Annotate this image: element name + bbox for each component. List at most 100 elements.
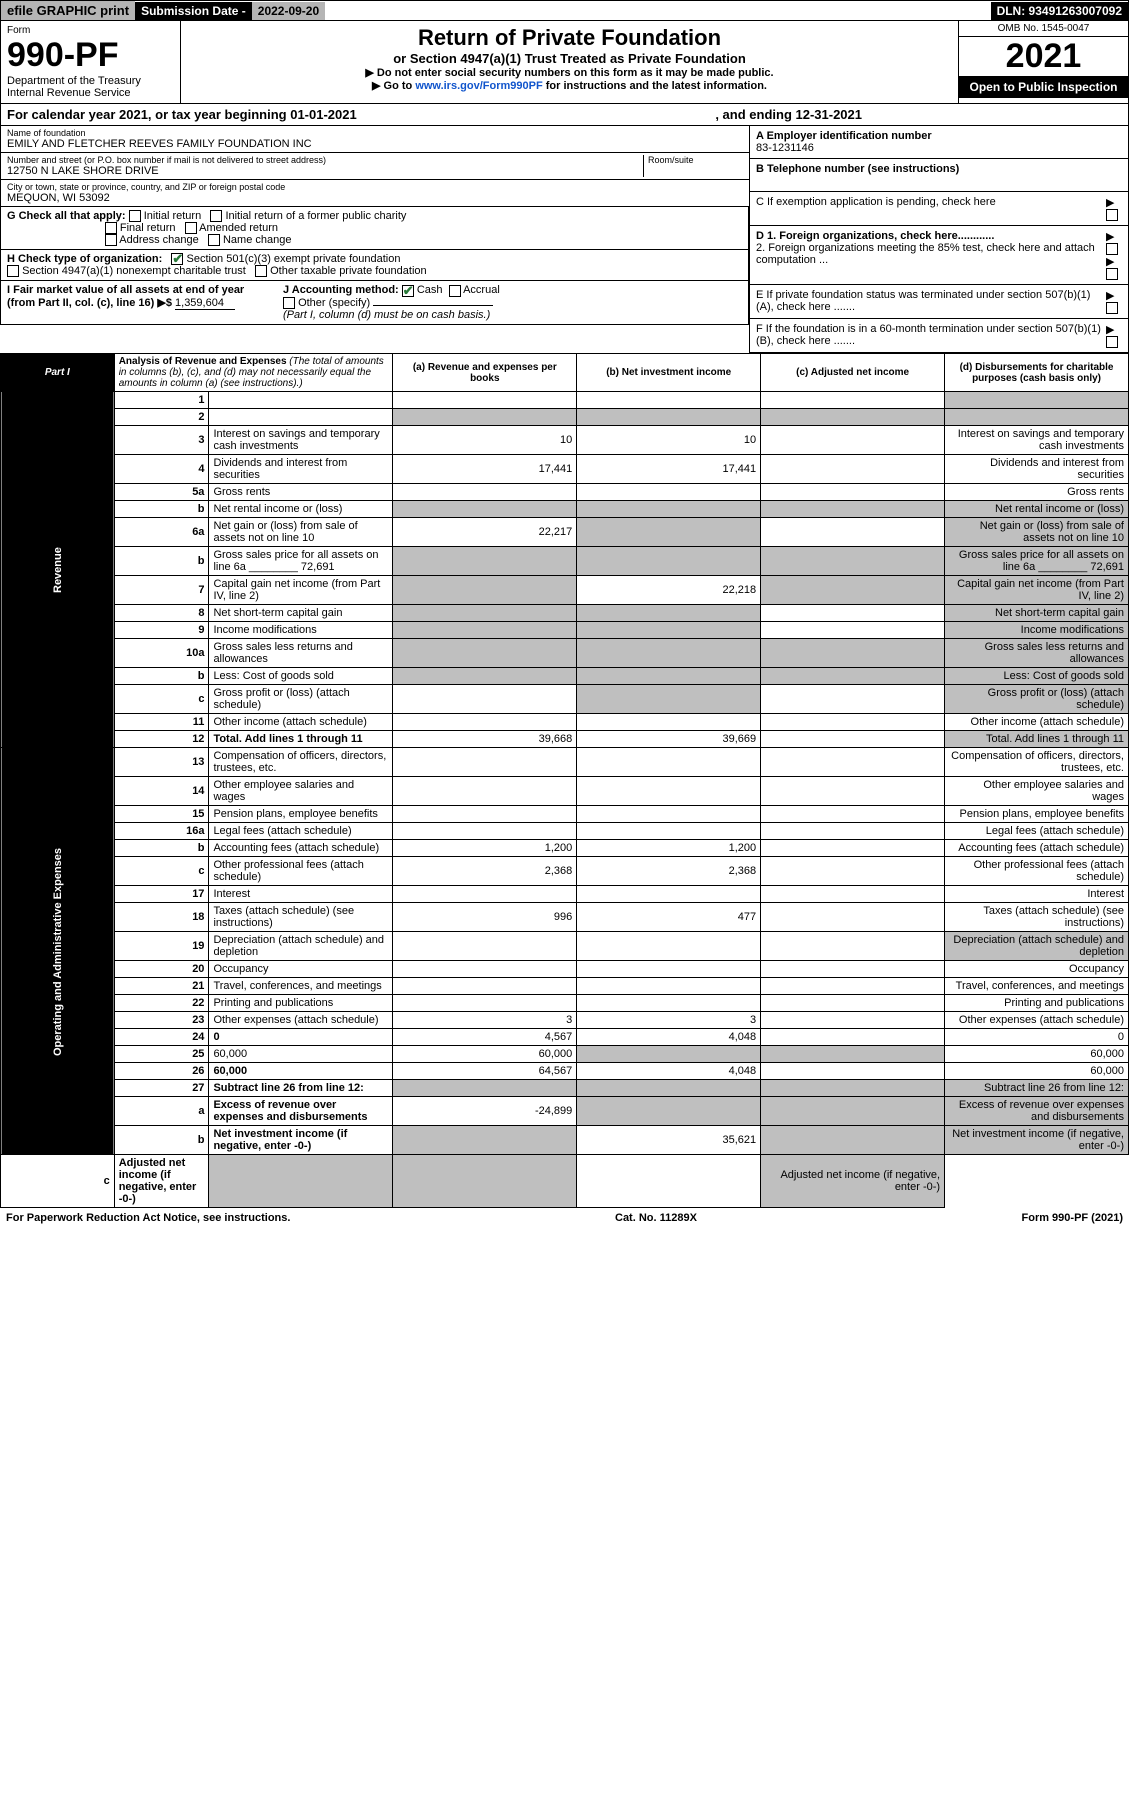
section-g: G Check all that apply: Initial return I… [0,207,749,250]
table-row: 20OccupancyOccupancy [1,961,1129,978]
table-row: aExcess of revenue over expenses and dis… [1,1097,1129,1126]
table-row: 23Other expenses (attach schedule)33Othe… [1,1012,1129,1029]
cb-name[interactable] [208,234,220,246]
ein-value: 83-1231146 [756,142,814,154]
table-row: 22Printing and publicationsPrinting and … [1,995,1129,1012]
footer-form: Form 990-PF (2021) [1022,1212,1123,1224]
table-row: bLess: Cost of goods soldLess: Cost of g… [1,668,1129,685]
table-row: 3Interest on savings and temporary cash … [1,426,1129,455]
cb-initial[interactable] [129,210,141,222]
cb-d1[interactable] [1106,243,1118,255]
e-text: E If private foundation status was termi… [756,289,1106,314]
table-row: 6aNet gain or (loss) from sale of assets… [1,518,1129,547]
city-label: City or town, state or province, country… [7,182,743,192]
table-row: 14Other employee salaries and wagesOther… [1,777,1129,806]
table-row: 11Other income (attach schedule)Other in… [1,714,1129,731]
cb-amended[interactable] [185,222,197,234]
side-revenue: Revenue [1,392,115,748]
table-row: bAccounting fees (attach schedule)1,2001… [1,840,1129,857]
table-row: bNet rental income or (loss)Net rental i… [1,501,1129,518]
note-ssn: ▶ Do not enter social security numbers o… [191,66,948,79]
table-row: 2560,00060,00060,000 [1,1046,1129,1063]
section-h: H Check type of organization: Section 50… [0,250,749,281]
table-row: 4Dividends and interest from securities1… [1,455,1129,484]
ein-label: A Employer identification number [756,130,932,142]
form-header: Form 990-PF Department of the Treasury I… [0,21,1129,104]
table-row: 9Income modificationsIncome modification… [1,622,1129,639]
d1-text: D 1. Foreign organizations, check here..… [756,230,994,242]
col-d: (d) Disbursements for charitable purpose… [945,354,1129,392]
form-number: 990-PF [7,36,174,75]
part1-label: Part I [1,354,115,392]
subdate-label: Submission Date - [135,2,252,20]
table-row: cGross profit or (loss) (attach schedule… [1,685,1129,714]
table-row: 2404,5674,0480 [1,1029,1129,1046]
tax-year: 2021 [959,37,1128,76]
section-ij: I Fair market value of all assets at end… [0,281,749,324]
form-subtitle: or Section 4947(a)(1) Trust Treated as P… [191,51,948,66]
cb-initial-former[interactable] [210,210,222,222]
table-row: 15Pension plans, employee benefitsPensio… [1,806,1129,823]
cb-cash[interactable] [402,285,414,297]
cb-final[interactable] [105,222,117,234]
open-inspection: Open to Public Inspection [959,76,1128,98]
table-row: 2660,00064,5674,04860,000 [1,1063,1129,1080]
table-row: 19Depreciation (attach schedule) and dep… [1,932,1129,961]
cb-501c3[interactable] [171,253,183,265]
dln: DLN: 93491263007092 [991,2,1128,20]
foundation-name: EMILY AND FLETCHER REEVES FAMILY FOUNDAT… [7,138,743,150]
table-row: 7Capital gain net income (from Part IV, … [1,576,1129,605]
footer-cat: Cat. No. 11289X [615,1212,697,1224]
fmv-value: 1,359,604 [175,297,235,310]
cb-d2[interactable] [1106,268,1118,280]
tel-label: B Telephone number (see instructions) [756,163,959,175]
cb-other-tax[interactable] [255,265,267,277]
table-row: cAdjusted net income (if negative, enter… [1,1155,1129,1208]
dept: Department of the Treasury [7,75,174,87]
table-row: Revenue1 [1,392,1129,409]
table-row: 27Subtract line 26 from line 12:Subtract… [1,1080,1129,1097]
f-text: F If the foundation is in a 60-month ter… [756,323,1106,348]
tax-year-line: For calendar year 2021, or tax year begi… [0,104,1129,126]
table-row: 21Travel, conferences, and meetingsTrave… [1,978,1129,995]
table-row: Operating and Administrative Expenses13C… [1,748,1129,777]
table-row: 12Total. Add lines 1 through 1139,66839,… [1,731,1129,748]
note-link: ▶ Go to www.irs.gov/Form990PF for instru… [191,79,948,92]
col-a: (a) Revenue and expenses per books [393,354,577,392]
table-row: 5aGross rentsGross rents [1,484,1129,501]
cb-f[interactable] [1106,336,1118,348]
cb-other-acct[interactable] [283,297,295,309]
cb-address[interactable] [105,234,117,246]
col-b: (b) Net investment income [577,354,761,392]
irs-link[interactable]: www.irs.gov/Form990PF [415,80,542,92]
table-row: 8Net short-term capital gainNet short-te… [1,605,1129,622]
col-c: (c) Adjusted net income [761,354,945,392]
top-bar: efile GRAPHIC print Submission Date - 20… [0,0,1129,21]
form-title: Return of Private Foundation [191,25,948,51]
part1-table: Part I Analysis of Revenue and Expenses … [0,353,1129,1208]
table-row: 18Taxes (attach schedule) (see instructi… [1,903,1129,932]
addr-label: Number and street (or P.O. box number if… [7,155,643,165]
cb-accrual[interactable] [449,285,461,297]
c-text: C If exemption application is pending, c… [756,196,1106,221]
page-footer: For Paperwork Reduction Act Notice, see … [0,1208,1129,1228]
d2-text: 2. Foreign organizations meeting the 85%… [756,242,1095,266]
name-label: Name of foundation [7,128,743,138]
omb-number: OMB No. 1545-0047 [959,21,1128,37]
subdate-value: 2022-09-20 [252,2,325,20]
footer-left: For Paperwork Reduction Act Notice, see … [6,1212,290,1224]
side-expenses: Operating and Administrative Expenses [1,748,115,1155]
table-row: 10aGross sales less returns and allowanc… [1,639,1129,668]
irs: Internal Revenue Service [7,87,174,99]
table-row: bNet investment income (if negative, ent… [1,1126,1129,1155]
city-value: MEQUON, WI 53092 [7,192,743,204]
cb-4947[interactable] [7,265,19,277]
cb-e[interactable] [1106,302,1118,314]
table-row: cOther professional fees (attach schedul… [1,857,1129,886]
form-word: Form [7,25,174,36]
table-row: 2 [1,409,1129,426]
cb-c[interactable] [1106,209,1118,221]
table-row: 17InterestInterest [1,886,1129,903]
efile-label: efile GRAPHIC print [1,1,135,20]
table-row: 16aLegal fees (attach schedule)Legal fee… [1,823,1129,840]
